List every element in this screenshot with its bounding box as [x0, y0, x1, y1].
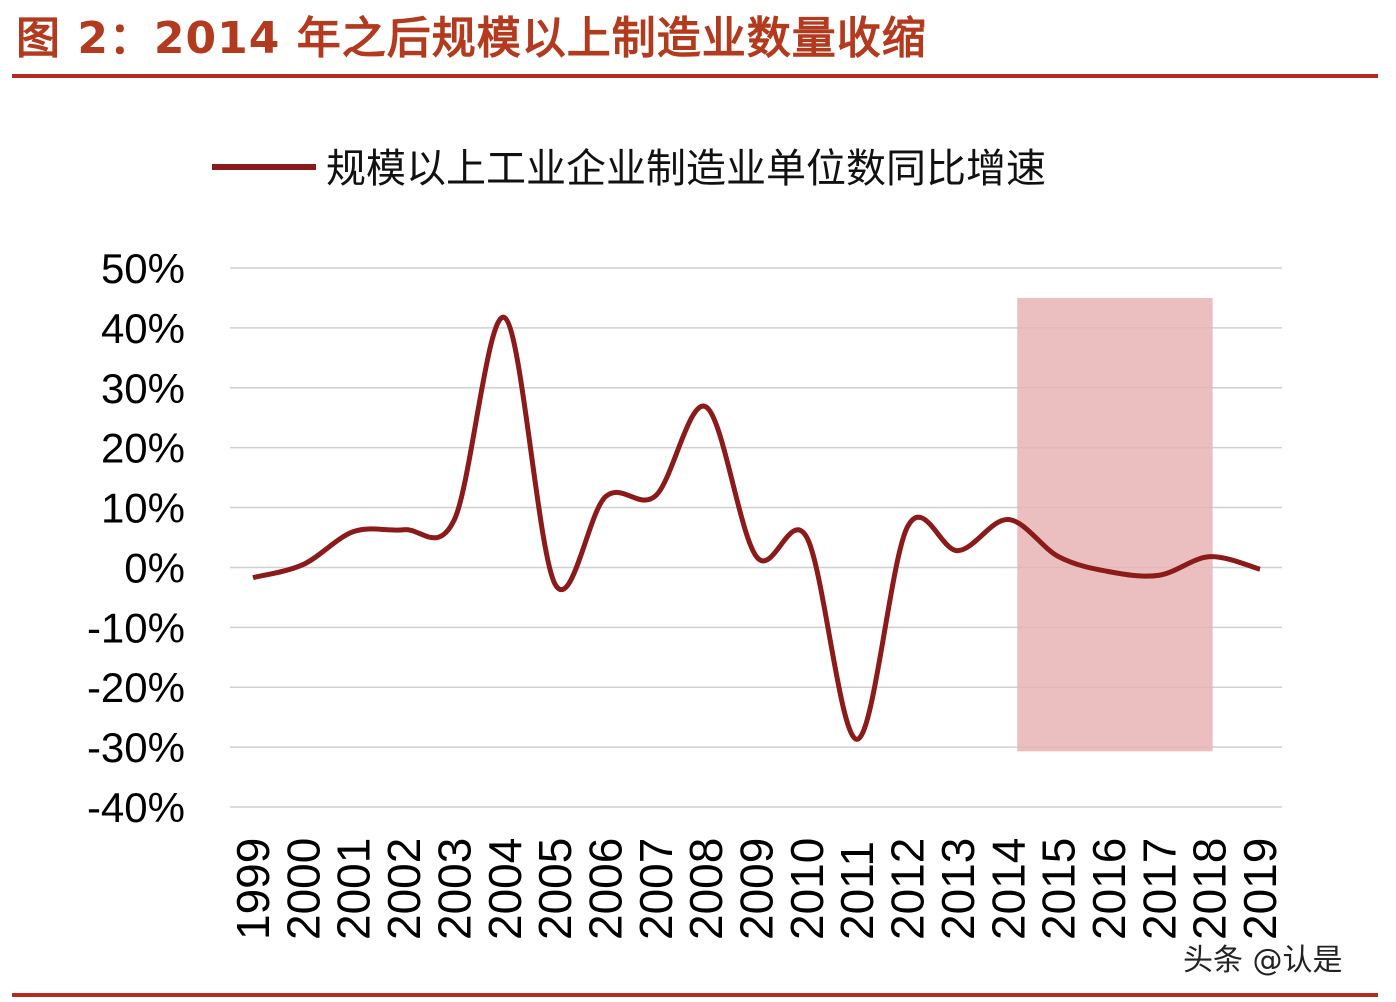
x-tick-label: 2002 — [378, 838, 430, 940]
x-tick-label: 2008 — [680, 838, 732, 940]
x-tick-label: 2018 — [1184, 838, 1236, 940]
x-tick-label: 2003 — [428, 838, 480, 940]
legend-label: 规模以上工业企业制造业单位数同比增速 — [326, 146, 1046, 192]
figure-title: 图 2：2014 年之后规模以上制造业数量收缩 — [16, 13, 927, 64]
x-tick-label: 2016 — [1083, 838, 1135, 940]
y-tick-label: 20% — [101, 425, 185, 472]
x-tick-label: 2015 — [1033, 838, 1085, 940]
x-tick-label: 2006 — [579, 838, 631, 940]
x-tick-label: 2019 — [1234, 838, 1286, 940]
x-tick-label: 2013 — [932, 838, 984, 940]
bottom-divider — [12, 993, 1378, 997]
x-tick-label: 2005 — [529, 838, 581, 940]
x-tick-label: 2011 — [831, 841, 883, 940]
x-tick-label: 2012 — [882, 838, 934, 940]
x-tick-label: 2004 — [479, 838, 531, 940]
highlight-band — [1017, 297, 1213, 752]
x-tick-label: 2010 — [781, 838, 833, 940]
x-tick-label: 2001 — [328, 838, 380, 940]
watermark: 头条 @认是 — [1183, 943, 1343, 978]
top-divider — [12, 74, 1378, 78]
y-tick-label: 50% — [101, 245, 185, 292]
x-tick-label: 2014 — [982, 838, 1034, 940]
series-line — [252, 315, 1261, 742]
y-tick-label: -30% — [87, 724, 185, 771]
y-tick-label: -40% — [87, 784, 185, 831]
y-tick-label: -20% — [87, 664, 185, 711]
x-tick-label: 2009 — [731, 838, 783, 940]
y-tick-label: 10% — [101, 485, 185, 532]
y-tick-label: -10% — [87, 604, 185, 651]
y-tick-label: 40% — [101, 305, 185, 352]
x-tick-label: 2007 — [630, 838, 682, 940]
y-tick-label: 30% — [101, 365, 185, 412]
x-tick-label: 1999 — [227, 838, 279, 940]
y-tick-label: 0% — [124, 544, 185, 591]
x-tick-label: 2000 — [277, 838, 329, 940]
x-tick-label: 2017 — [1133, 838, 1185, 940]
